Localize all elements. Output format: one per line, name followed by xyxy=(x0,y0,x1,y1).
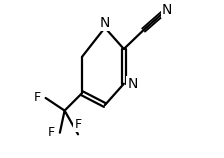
Text: N: N xyxy=(100,16,110,30)
Text: N: N xyxy=(162,3,172,17)
Text: F: F xyxy=(74,118,82,131)
Text: F: F xyxy=(33,91,41,104)
Text: F: F xyxy=(48,126,55,139)
Text: N: N xyxy=(127,77,138,91)
